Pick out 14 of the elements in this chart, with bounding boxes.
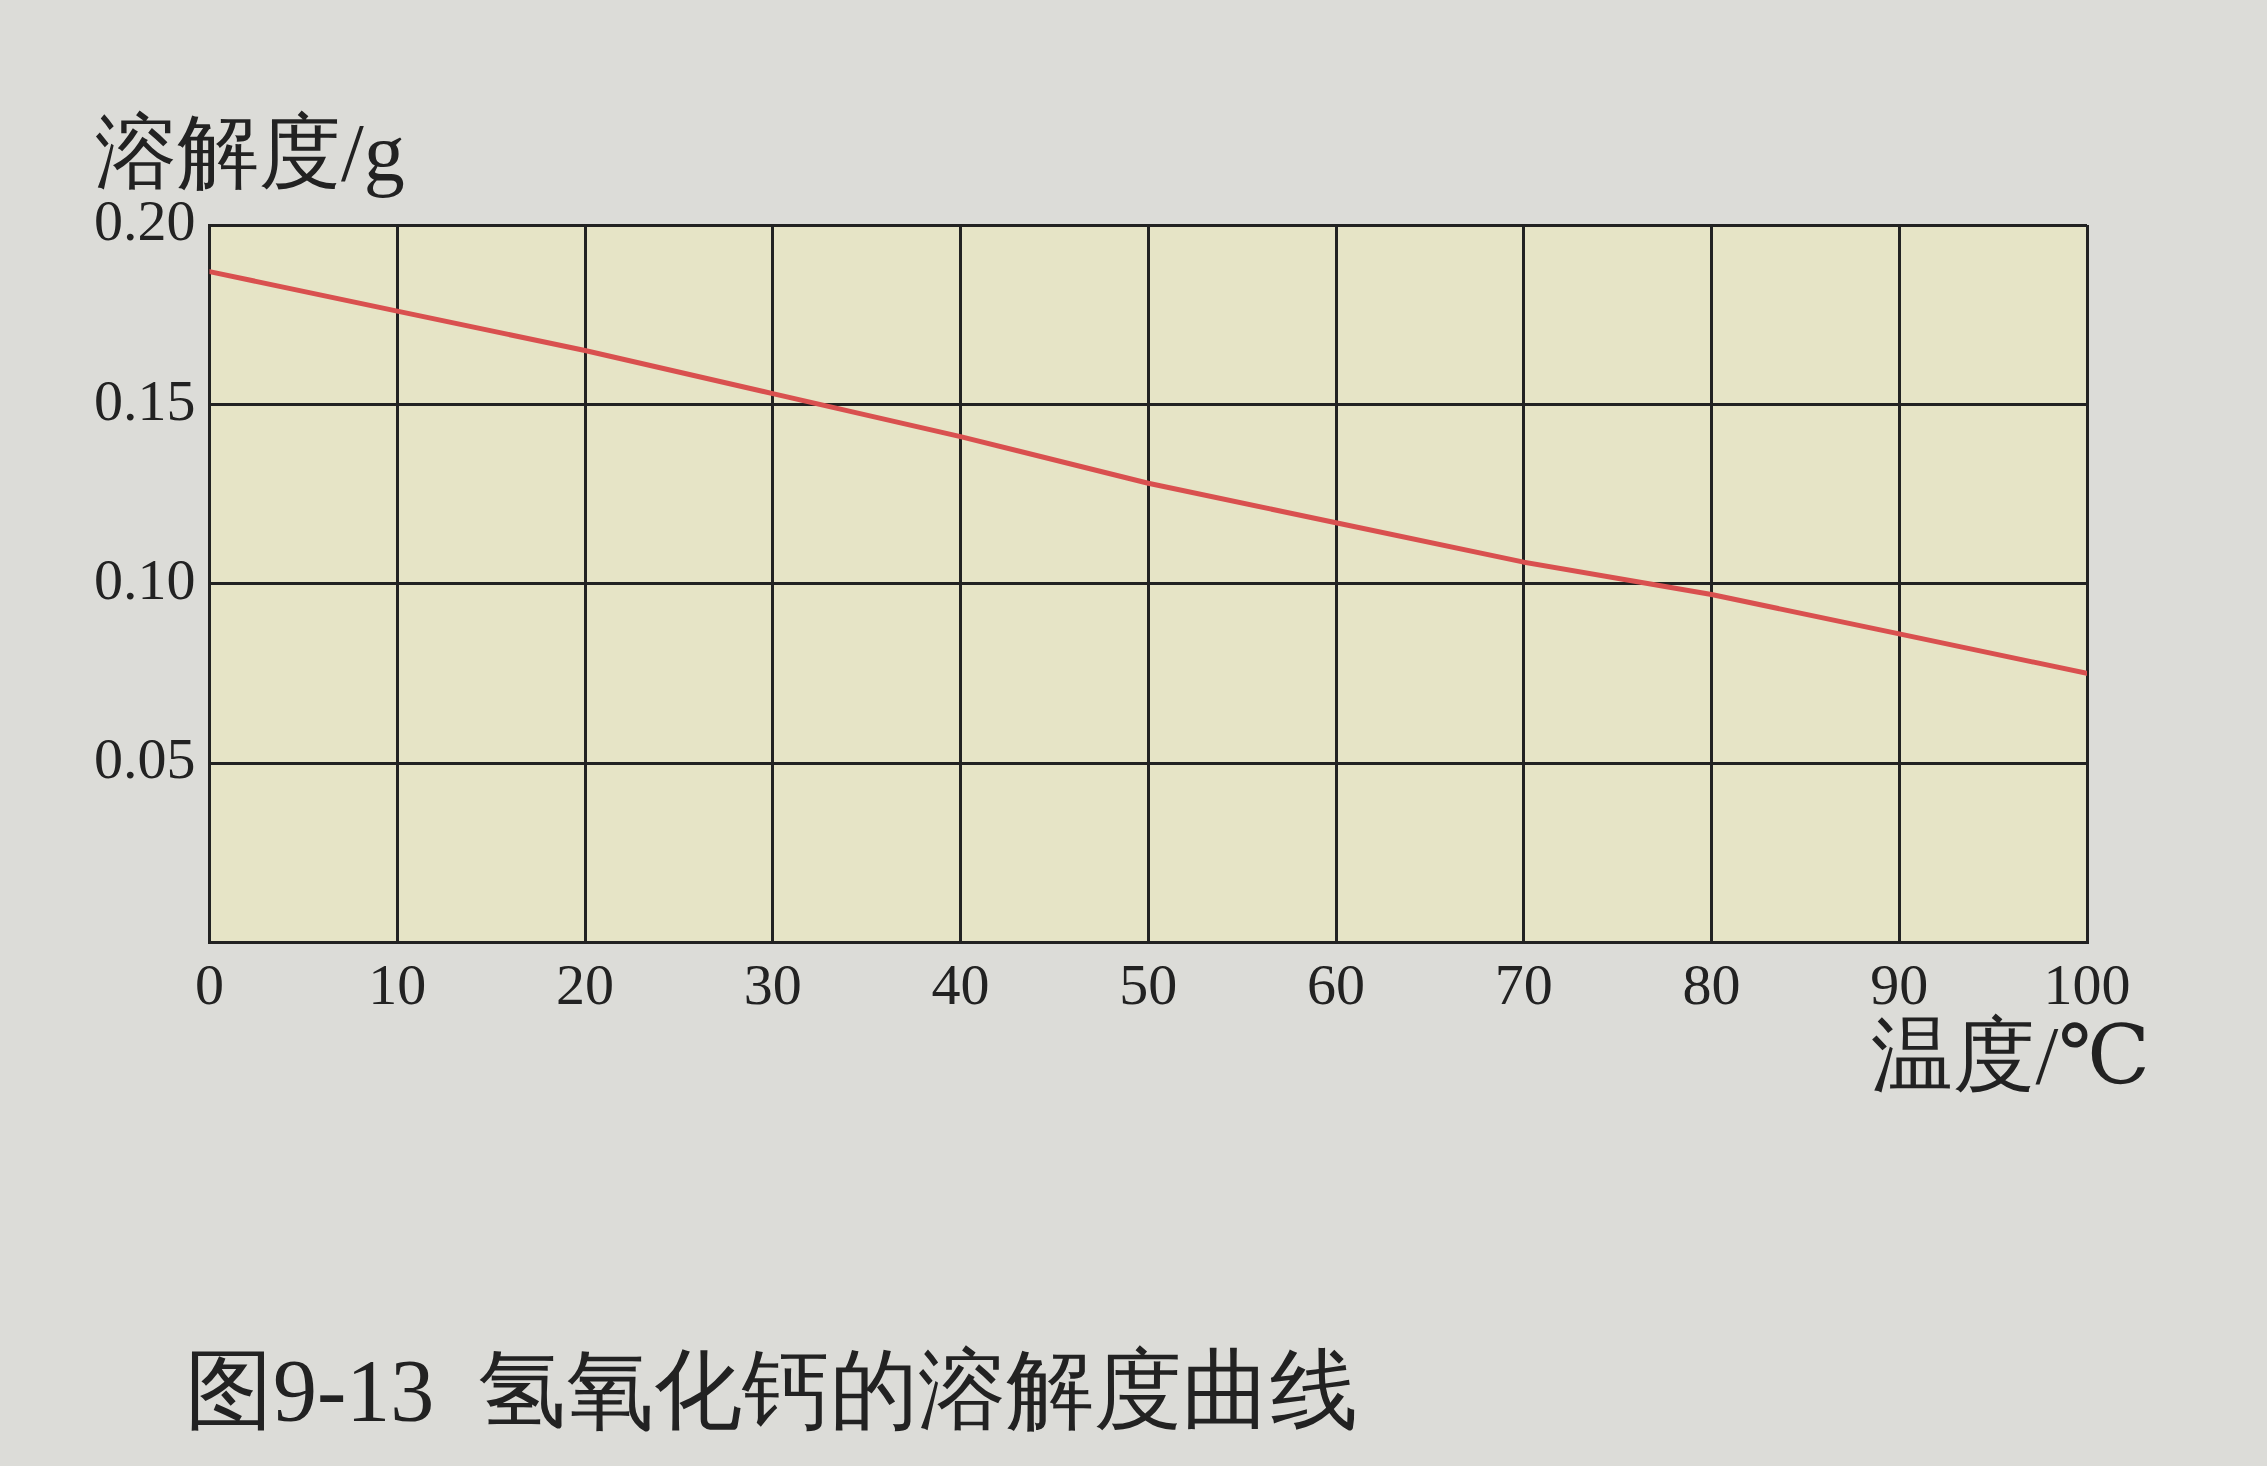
x-tick-label: 0	[195, 952, 224, 1018]
text: 图9-13 氢氧化钙的溶解度曲线	[185, 1342, 1359, 1439]
x-tick-label: 80	[1682, 952, 1741, 1018]
y-tick-label: 0.05	[94, 726, 196, 792]
x-tick-label: 10	[368, 952, 427, 1018]
x-tick-label: 60	[1307, 952, 1365, 1018]
x-tick-label: 70	[1494, 952, 1553, 1018]
x-tick-label: 20	[556, 952, 614, 1018]
x-tick-label: 40	[931, 952, 990, 1018]
x-tick-label: 30	[743, 952, 802, 1018]
y-axis-title: 溶解度/g	[95, 107, 405, 198]
y-tick-label: 0.10	[94, 546, 196, 612]
x-tick-label: 50	[1119, 952, 1178, 1018]
y-tick-label: 0.15	[94, 367, 196, 433]
